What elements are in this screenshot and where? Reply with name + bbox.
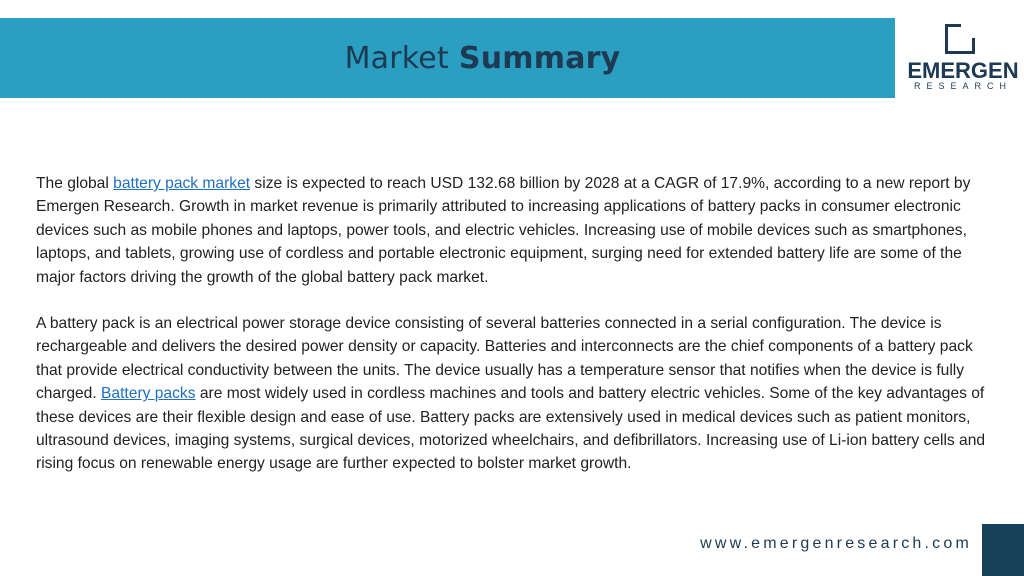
- footer-url: www.emergenresearch.com: [700, 535, 972, 552]
- battery-pack-market-link[interactable]: battery pack market: [113, 175, 251, 192]
- paragraph-1: The global battery pack market size is e…: [36, 172, 986, 289]
- emergen-logo: EMERGEN RESEARCH: [905, 20, 1020, 98]
- page-title: Market Summary: [0, 18, 965, 98]
- summary-content: The global battery pack market size is e…: [36, 172, 986, 499]
- logo-name: EMERGEN: [907, 58, 1019, 83]
- title-light: Market: [344, 40, 449, 76]
- logo-sub: RESEARCH: [913, 81, 1012, 91]
- p1-text-post: size is expected to reach USD 132.68 bil…: [36, 175, 971, 286]
- logo-square-icon: [945, 24, 975, 54]
- p2-text-post: are most widely used in cordless machine…: [36, 385, 986, 473]
- p2-text-pre: A battery pack is an electrical power st…: [36, 315, 973, 403]
- corner-block: [982, 524, 1024, 576]
- title-bold: Summary: [458, 40, 621, 76]
- header-band: [0, 18, 895, 98]
- paragraph-2: A battery pack is an electrical power st…: [36, 312, 986, 476]
- battery-packs-link[interactable]: Battery packs: [101, 385, 196, 403]
- p1-text-pre: The global: [36, 175, 114, 192]
